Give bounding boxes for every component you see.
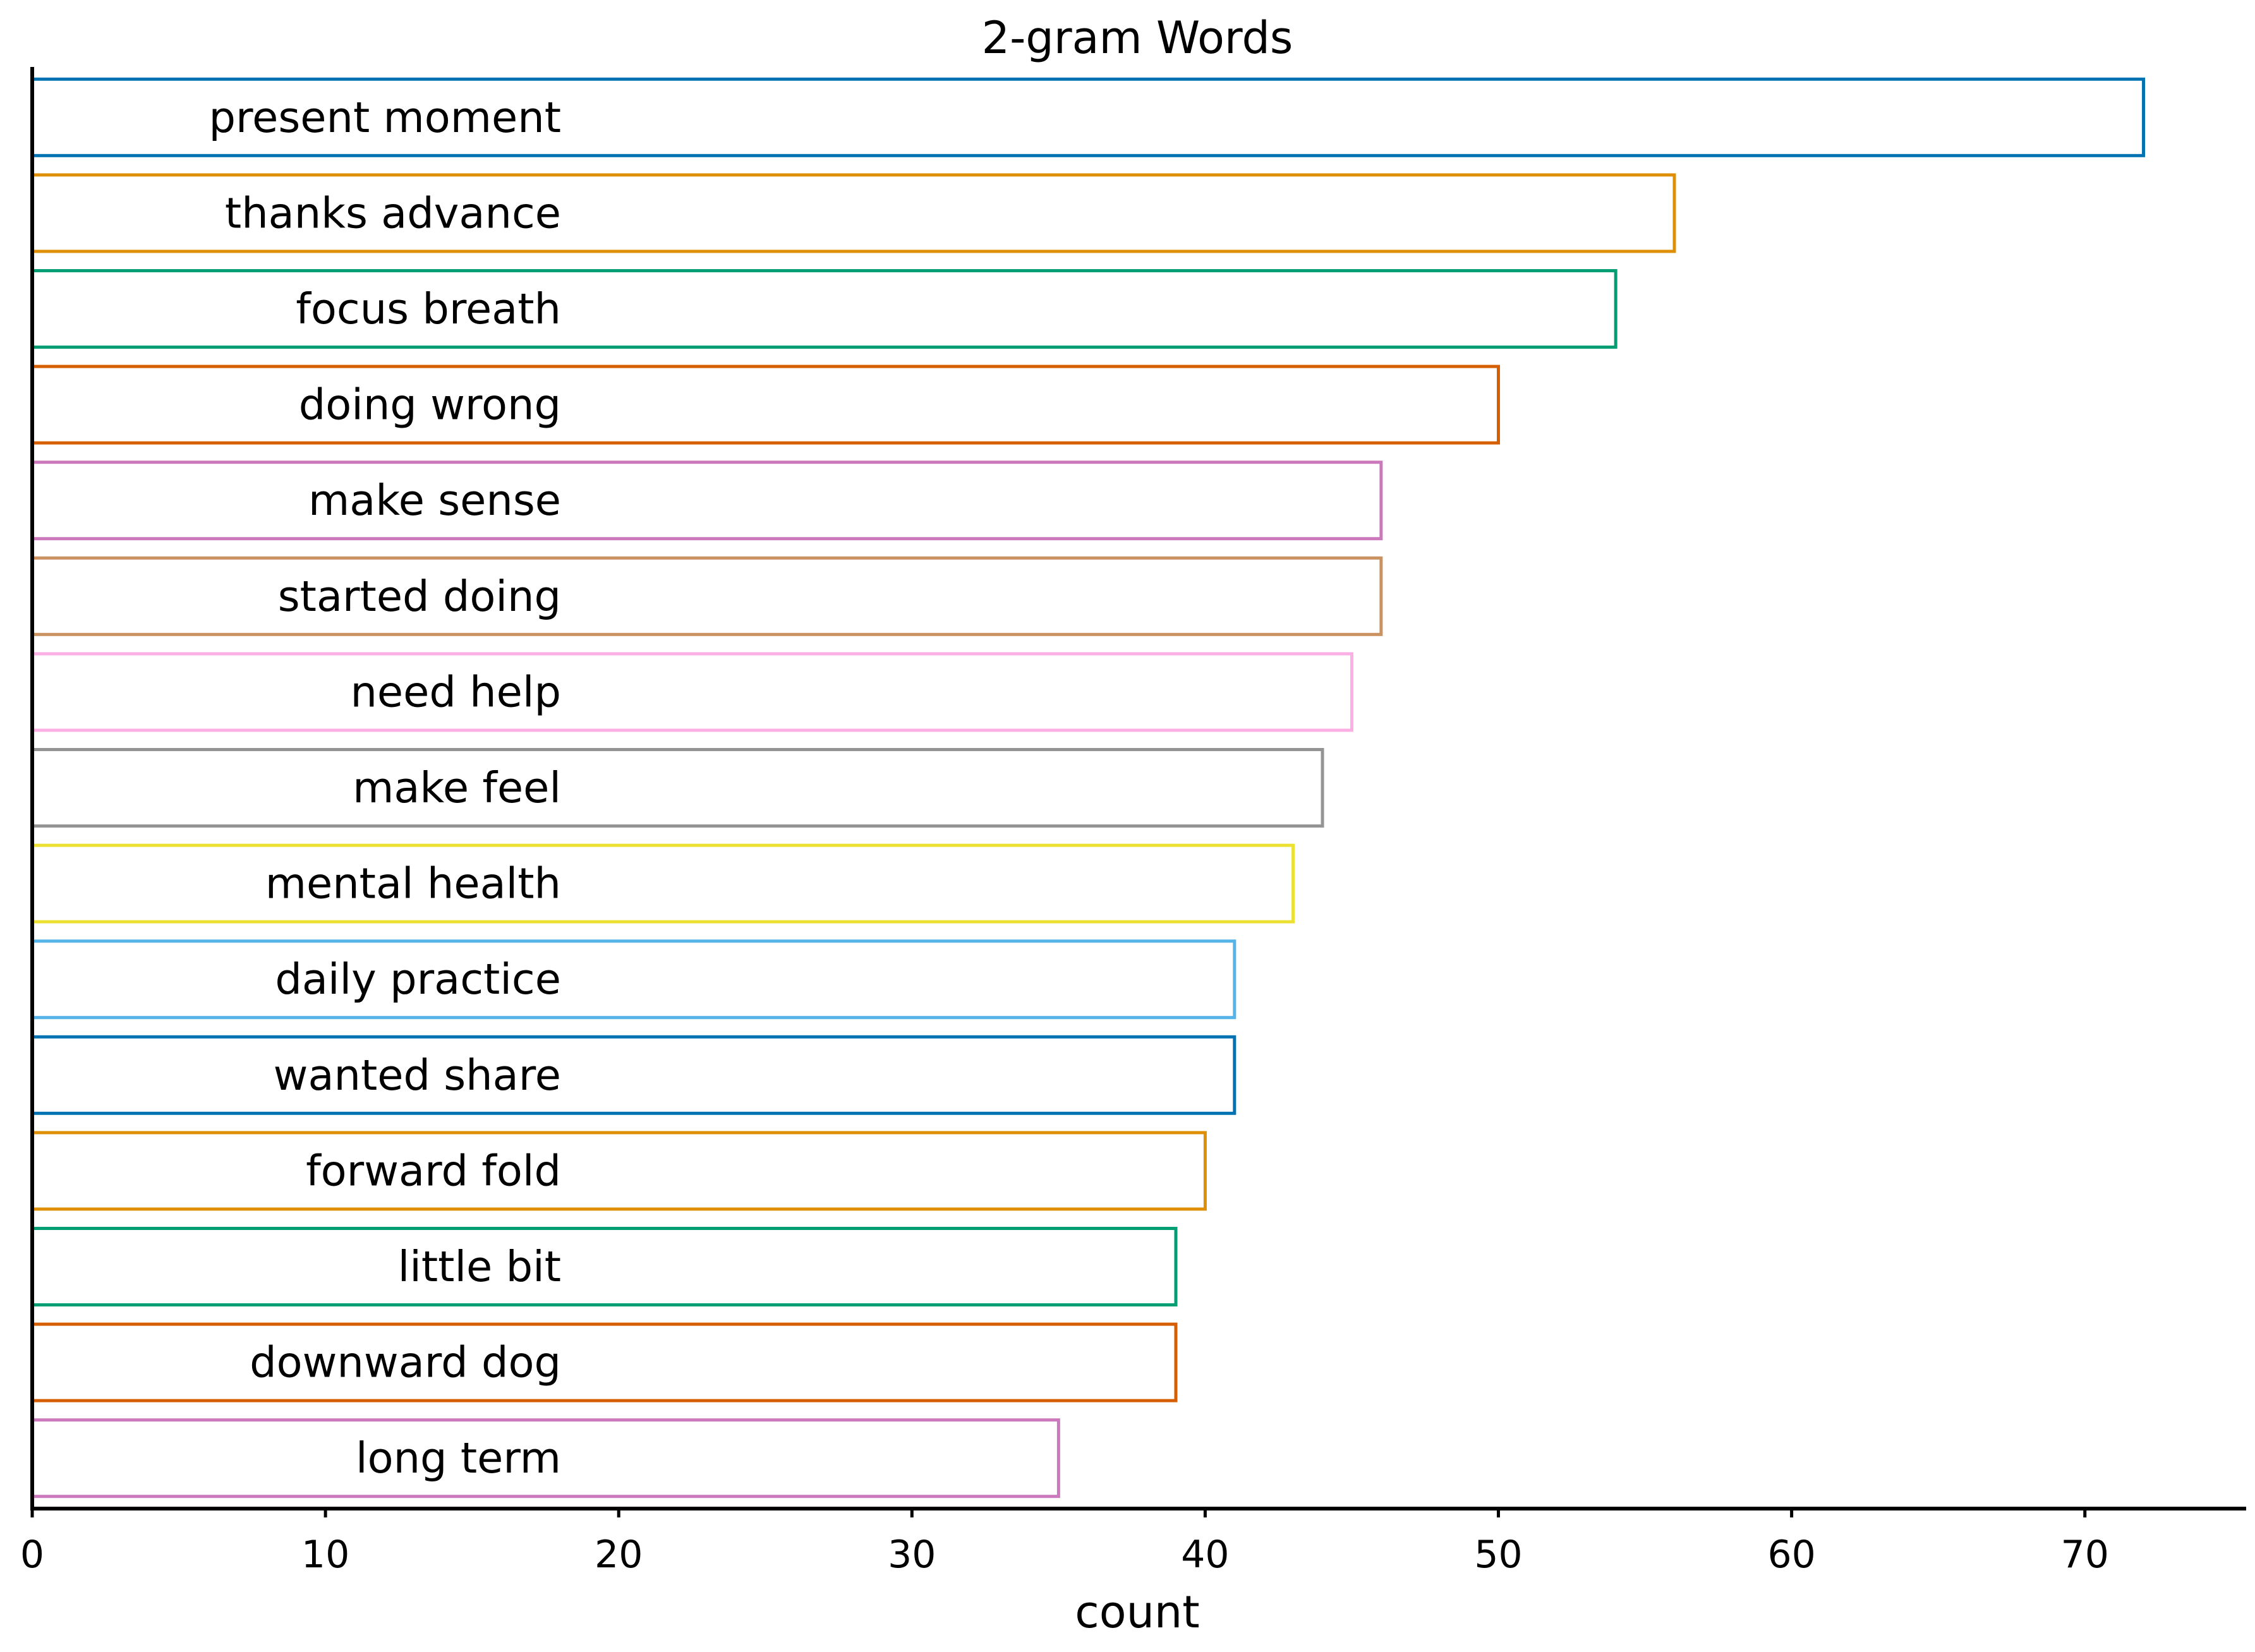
bar-label-downward-dog: downward dog xyxy=(250,1338,561,1387)
bar-label-present-moment: present moment xyxy=(209,93,561,142)
x-tick-label-10: 10 xyxy=(301,1533,349,1577)
bar-label-need-help: need help xyxy=(350,667,561,716)
bar-make-feel xyxy=(30,748,1324,828)
bar-label-make-sense: make sense xyxy=(308,476,561,525)
x-tick-label-60: 60 xyxy=(1767,1533,1815,1577)
bar-doing-wrong xyxy=(30,365,1501,445)
chart-title: 2-gram Words xyxy=(982,12,1293,64)
bar-started-doing xyxy=(30,556,1383,636)
x-axis-ticks: 0 10 20 30 40 50 60 70 xyxy=(20,1509,2109,1577)
bar-label-forward-fold: forward fold xyxy=(306,1146,561,1195)
x-tick-label-40: 40 xyxy=(1181,1533,1229,1577)
bar-little-bit xyxy=(30,1227,1178,1306)
x-tick-label-70: 70 xyxy=(2061,1533,2109,1577)
x-tick-label-50: 50 xyxy=(1474,1533,1522,1577)
bar-wanted-share xyxy=(30,1035,1236,1115)
bar-make-sense xyxy=(30,461,1383,541)
bar-label-mental-health: mental health xyxy=(265,859,561,908)
bar-mental-health xyxy=(30,843,1295,924)
bar-label-started-doing: started doing xyxy=(278,572,561,621)
bar-label-daily-practice: daily practice xyxy=(275,955,561,1004)
bar-labels: present moment thanks advance focus breath… xyxy=(209,93,561,1483)
bar-label-thanks-advance: thanks advance xyxy=(225,188,561,238)
bar-need-help xyxy=(30,652,1353,732)
x-tick-label-20: 20 xyxy=(595,1533,643,1577)
x-tick-label-30: 30 xyxy=(888,1533,936,1577)
bar-forward-fold xyxy=(30,1131,1207,1211)
bar-focus-breath xyxy=(30,269,1617,349)
bar-label-little-bit: little bit xyxy=(398,1242,561,1291)
x-tick-label-0: 0 xyxy=(20,1533,44,1577)
bar-downward-dog xyxy=(30,1322,1178,1402)
bar-label-make-feel: make feel xyxy=(353,763,561,812)
bar-label-doing-wrong: doing wrong xyxy=(299,380,561,430)
bar-label-long-term: long term xyxy=(356,1433,561,1483)
bar-daily-practice xyxy=(30,939,1236,1020)
bar-label-wanted-share: wanted share xyxy=(274,1051,561,1100)
bar-label-focus-breath: focus breath xyxy=(296,284,561,334)
x-axis-label: count xyxy=(1075,1586,1200,1638)
